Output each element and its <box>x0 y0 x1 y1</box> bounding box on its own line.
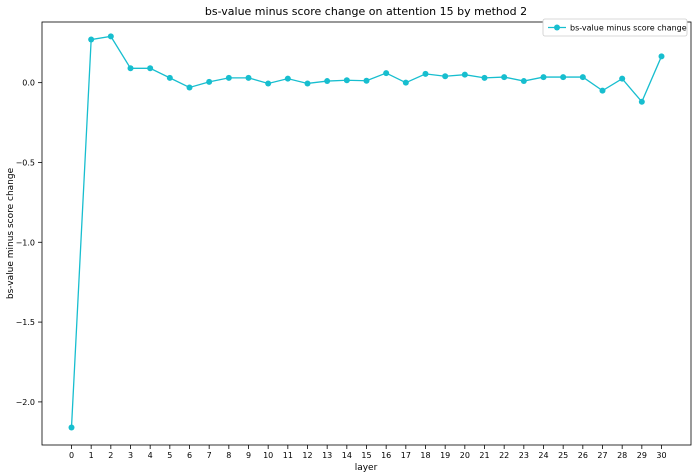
data-point <box>501 74 508 81</box>
y-axis-label: bs-value minus score change <box>6 167 16 299</box>
x-tick-label: 1 <box>89 451 94 460</box>
series-line <box>70 35 663 428</box>
x-tick-label: 25 <box>558 451 568 460</box>
legend-label: bs-value minus score change <box>570 24 687 33</box>
data-point <box>658 53 665 60</box>
series-points <box>68 33 665 431</box>
x-tick-label: 27 <box>597 451 607 460</box>
data-point <box>324 78 331 85</box>
data-point <box>107 33 114 40</box>
data-point <box>304 80 311 87</box>
x-tick-label: 17 <box>401 451 411 460</box>
data-point <box>88 36 95 43</box>
legend-marker <box>554 24 560 31</box>
x-tick-label: 24 <box>538 451 548 460</box>
plot-area <box>41 21 692 446</box>
data-point <box>481 74 488 81</box>
y-tick-label: −0.5 <box>16 158 35 167</box>
x-tick-label: 8 <box>226 451 231 460</box>
x-tick-label: 2 <box>108 451 113 460</box>
x-tick-label: 21 <box>479 451 489 460</box>
x-tick-label: 5 <box>167 451 172 460</box>
x-tick-label: 13 <box>322 451 332 460</box>
chart-title: bs-value minus score change on attention… <box>205 5 527 18</box>
x-tick-label: 6 <box>187 451 192 460</box>
data-point <box>186 84 193 91</box>
data-point <box>206 78 213 85</box>
x-axis: 0 1 2 3 4 5 6 7 8 9 10 11 12 13 14 15 16 17 18 19 20 21 22 23 24… <box>69 445 667 460</box>
x-tick-label: 23 <box>519 451 529 460</box>
data-point <box>225 74 232 81</box>
x-tick-label: 10 <box>263 451 273 460</box>
data-point <box>422 70 429 77</box>
data-point <box>402 79 409 86</box>
x-axis-label: layer <box>355 463 378 473</box>
x-tick-label: 0 <box>69 451 74 460</box>
x-tick-label: 22 <box>499 451 509 460</box>
data-point <box>166 74 173 81</box>
y-tick-label: 0.0 <box>22 79 35 88</box>
x-tick-label: 4 <box>148 451 153 460</box>
y-tick-label: −2.0 <box>16 398 35 407</box>
data-point <box>284 75 291 82</box>
x-tick-label: 30 <box>656 451 666 460</box>
data-point <box>265 80 272 87</box>
data-point <box>127 65 134 72</box>
data-point <box>599 87 606 94</box>
legend-box <box>542 18 688 37</box>
data-point <box>68 424 75 431</box>
x-tick-label: 28 <box>617 451 627 460</box>
data-point <box>442 73 449 80</box>
y-axis: −2.0 −1.5 −1.0 −0.5 0.0 <box>16 79 42 407</box>
y-tick-label: −1.0 <box>16 238 35 247</box>
data-point <box>619 75 626 82</box>
data-point <box>540 74 547 81</box>
data-point <box>638 98 645 105</box>
x-tick-label: 16 <box>381 451 391 460</box>
x-tick-label: 20 <box>460 451 470 460</box>
x-tick-label: 3 <box>128 451 133 460</box>
data-point <box>520 78 527 85</box>
data-point <box>363 77 370 84</box>
data-point <box>343 77 350 84</box>
x-tick-label: 7 <box>207 451 212 460</box>
x-tick-label: 19 <box>440 451 450 460</box>
x-tick-label: 26 <box>578 451 588 460</box>
legend: bs-value minus score change <box>542 18 688 37</box>
data-point <box>560 74 567 81</box>
data-point <box>461 71 468 78</box>
data-point <box>147 65 154 72</box>
x-tick-label: 12 <box>302 451 312 460</box>
x-tick-label: 15 <box>361 451 371 460</box>
x-tick-label: 14 <box>342 451 352 460</box>
x-tick-label: 18 <box>420 451 430 460</box>
x-tick-label: 29 <box>637 451 647 460</box>
data-point <box>245 74 252 81</box>
x-tick-label: 11 <box>283 451 293 460</box>
y-tick-label: −1.5 <box>16 318 35 327</box>
x-tick-label: 9 <box>246 451 251 460</box>
data-point <box>383 70 390 77</box>
data-point <box>579 74 586 81</box>
